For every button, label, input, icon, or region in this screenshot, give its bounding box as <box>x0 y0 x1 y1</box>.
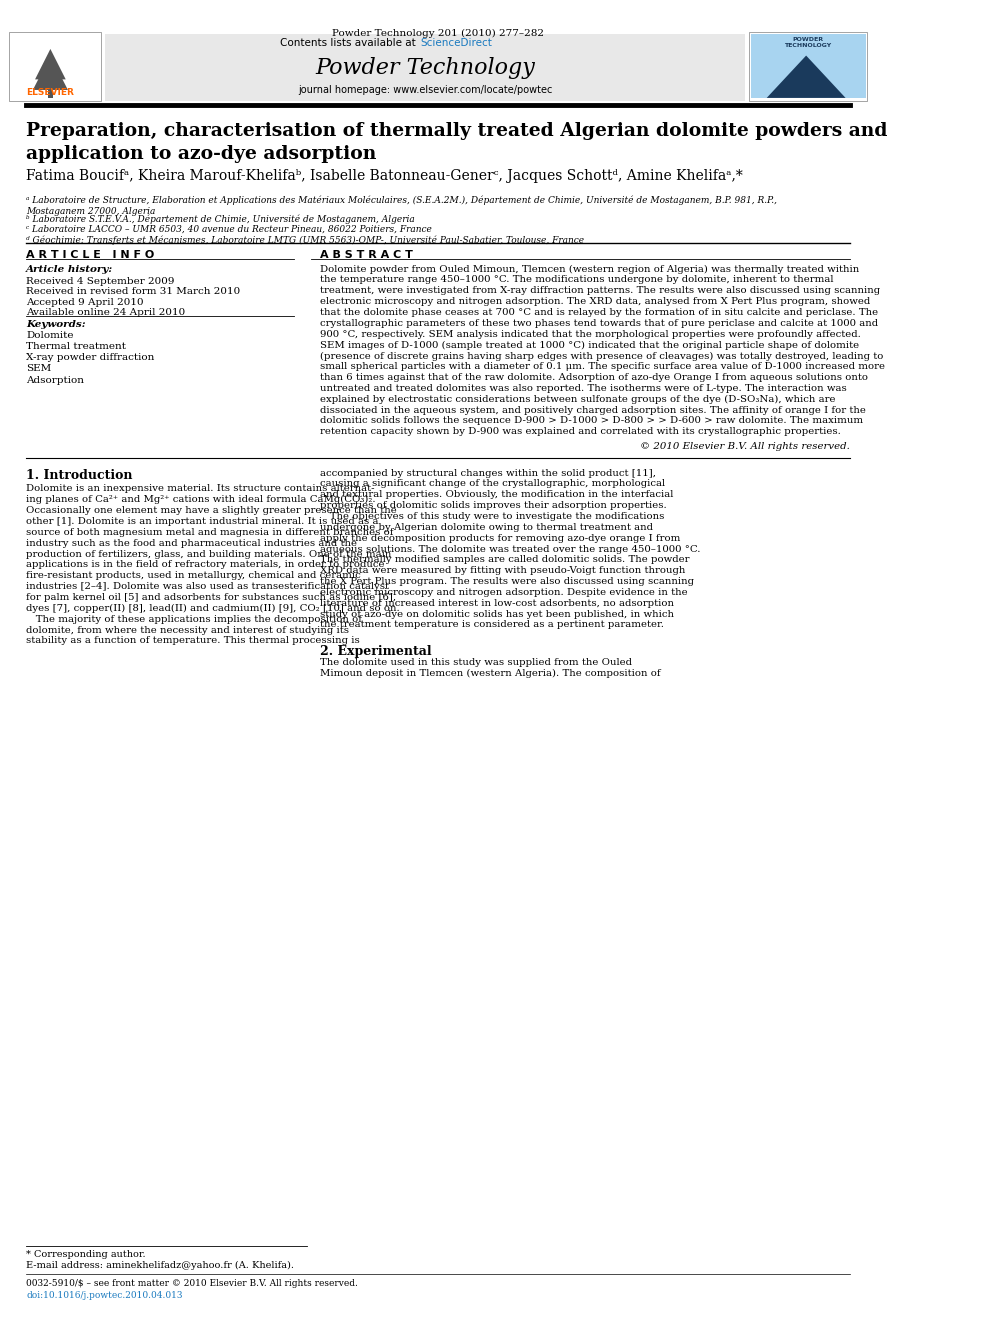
Text: explained by electrostatic considerations between sulfonate groups of the dye (D: explained by electrostatic consideration… <box>319 394 835 404</box>
Text: Dolomite is an inexpensive material. Its structure contains alternat-: Dolomite is an inexpensive material. Its… <box>26 484 375 493</box>
Text: The thermally modified samples are called dolomitic solids. The powder: The thermally modified samples are calle… <box>319 556 689 565</box>
Text: POWDER
TECHNOLOGY: POWDER TECHNOLOGY <box>785 37 831 48</box>
Text: and textural properties. Obviously, the modification in the interfacial: and textural properties. Obviously, the … <box>319 491 674 499</box>
FancyBboxPatch shape <box>751 34 866 98</box>
Text: A R T I C L E   I N F O: A R T I C L E I N F O <box>26 250 155 261</box>
Text: the treatment temperature is considered as a pertinent parameter.: the treatment temperature is considered … <box>319 620 664 630</box>
Text: properties of dolomitic solids improves their adsorption properties.: properties of dolomitic solids improves … <box>319 501 667 511</box>
Text: dolomitic solids follows the sequence D-900 > D-1000 > D-800 > > D-600 > raw dol: dolomitic solids follows the sequence D-… <box>319 417 863 426</box>
Text: SEM: SEM <box>26 364 52 373</box>
Text: 2. Experimental: 2. Experimental <box>319 644 432 658</box>
Text: for palm kernel oil [5] and adsorbents for substances such as iodine [6],: for palm kernel oil [5] and adsorbents f… <box>26 593 397 602</box>
Text: Received in revised form 31 March 2010: Received in revised form 31 March 2010 <box>26 287 240 296</box>
Text: dolomite, from where the necessity and interest of studying its: dolomite, from where the necessity and i… <box>26 626 349 635</box>
Text: study of azo-dye on dolomitic solids has yet been published, in which: study of azo-dye on dolomitic solids has… <box>319 610 674 619</box>
Text: SEM images of D-1000 (sample treated at 1000 °C) indicated that the original par: SEM images of D-1000 (sample treated at … <box>319 340 859 349</box>
Text: dissociated in the aqueous system, and positively charged adsorption sites. The : dissociated in the aqueous system, and p… <box>319 406 866 414</box>
Text: retention capacity shown by D-900 was explained and correlated with its crystall: retention capacity shown by D-900 was ex… <box>319 427 840 437</box>
Text: small spherical particles with a diameter of 0.1 μm. The specific surface area v: small spherical particles with a diamete… <box>319 363 885 372</box>
Text: © 2010 Elsevier B.V. All rights reserved.: © 2010 Elsevier B.V. All rights reserved… <box>640 442 850 451</box>
Text: E-mail address: aminekhelifadz@yahoo.fr (A. Khelifa).: E-mail address: aminekhelifadz@yahoo.fr … <box>26 1261 295 1270</box>
Text: the X Pert Plus program. The results were also discussed using scanning: the X Pert Plus program. The results wer… <box>319 577 693 586</box>
Text: treatment, were investigated from X-ray diffraction patterns. The results were a: treatment, were investigated from X-ray … <box>319 286 880 295</box>
Text: electronic microscopy and nitrogen adsorption. The XRD data, analysed from X Per: electronic microscopy and nitrogen adsor… <box>319 298 870 306</box>
Text: ELSEVIER: ELSEVIER <box>27 87 74 97</box>
Polygon shape <box>35 49 65 79</box>
Text: fire-resistant products, used in metallurgy, chemical and ceramic: fire-resistant products, used in metallu… <box>26 572 361 581</box>
Text: The objectives of this study were to investigate the modifications: The objectives of this study were to inv… <box>319 512 665 521</box>
Text: Preparation, characterisation of thermally treated Algerian dolomite powders and: Preparation, characterisation of thermal… <box>26 122 888 163</box>
Text: 0032-5910/$ – see front matter © 2010 Elsevier B.V. All rights reserved.: 0032-5910/$ – see front matter © 2010 El… <box>26 1279 358 1289</box>
Text: 900 °C, respectively. SEM analysis indicated that the morphological properties w: 900 °C, respectively. SEM analysis indic… <box>319 329 861 339</box>
Text: ScienceDirect: ScienceDirect <box>421 38 492 49</box>
Text: Thermal treatment: Thermal treatment <box>26 341 126 351</box>
Text: production of fertilizers, glass, and building materials. One of the main: production of fertilizers, glass, and bu… <box>26 549 392 558</box>
Text: Powder Technology 201 (2010) 277–282: Powder Technology 201 (2010) 277–282 <box>332 29 545 38</box>
Text: XRD data were measured by fitting with pseudo-Voigt function through: XRD data were measured by fitting with p… <box>319 566 685 576</box>
Text: untreated and treated dolomites was also reported. The isotherms were of L-type.: untreated and treated dolomites was also… <box>319 384 846 393</box>
Text: * Corresponding author.: * Corresponding author. <box>26 1250 146 1259</box>
Text: ᵇ Laboratoire S.T.E.V.A., Département de Chimie, Université de Mostaganem, Alger: ᵇ Laboratoire S.T.E.V.A., Département de… <box>26 214 415 224</box>
Text: The majority of these applications implies the decomposition of: The majority of these applications impli… <box>26 615 362 623</box>
Text: dyes [7], copper(II) [8], lead(II) and cadmium(II) [9], CO₂ [10] and so on.: dyes [7], copper(II) [8], lead(II) and c… <box>26 603 400 613</box>
Polygon shape <box>767 56 845 98</box>
Text: that the dolomite phase ceases at 700 °C and is relayed by the formation of in s: that the dolomite phase ceases at 700 °C… <box>319 308 878 318</box>
Text: journal homepage: www.elsevier.com/locate/powtec: journal homepage: www.elsevier.com/locat… <box>298 85 553 95</box>
Text: stability as a function of temperature. This thermal processing is: stability as a function of temperature. … <box>26 636 360 646</box>
Text: industry such as the food and pharmaceutical industries and the: industry such as the food and pharmaceut… <box>26 538 357 548</box>
FancyBboxPatch shape <box>9 32 101 101</box>
Text: Article history:: Article history: <box>26 265 113 274</box>
Text: undergone by Algerian dolomite owing to thermal treatment and: undergone by Algerian dolomite owing to … <box>319 523 653 532</box>
Text: accompanied by structural changes within the solid product [11],: accompanied by structural changes within… <box>319 468 656 478</box>
Text: crystallographic parameters of these two phases tend towards that of pure pericl: crystallographic parameters of these two… <box>319 319 878 328</box>
Text: ᶜ Laboratoire LACCO – UMR 6503, 40 avenue du Recteur Pineau, 86022 Poitiers, Fra: ᶜ Laboratoire LACCO – UMR 6503, 40 avenu… <box>26 225 433 234</box>
Text: electronic microscopy and nitrogen adsorption. Despite evidence in the: electronic microscopy and nitrogen adsor… <box>319 587 687 597</box>
Text: Keywords:: Keywords: <box>26 320 86 329</box>
Text: Dolomite powder from Ouled Mimoun, Tlemcen (western region of Algeria) was therm: Dolomite powder from Ouled Mimoun, Tlemc… <box>319 265 859 274</box>
Text: ᵈ Géochimie: Transferts et Mécanismes, Laboratoire LMTG (UMR 5563)-OMP-, Univers: ᵈ Géochimie: Transferts et Mécanismes, L… <box>26 235 584 245</box>
Text: source of both magnesium metal and magnesia in different branches of: source of both magnesium metal and magne… <box>26 528 394 537</box>
Text: A B S T R A C T: A B S T R A C T <box>319 250 413 261</box>
Text: Dolomite: Dolomite <box>26 331 73 340</box>
Text: literature of increased interest in low-cost adsorbents, no adsorption: literature of increased interest in low-… <box>319 599 674 607</box>
Text: Adsorption: Adsorption <box>26 376 84 385</box>
Text: apply the decomposition products for removing azo-dye orange I from: apply the decomposition products for rem… <box>319 533 681 542</box>
Text: than 6 times against that of the raw dolomite. Adsorption of azo-dye Orange I fr: than 6 times against that of the raw dol… <box>319 373 868 382</box>
Text: applications is in the field of refractory materials, in order to produce: applications is in the field of refracto… <box>26 561 385 569</box>
FancyBboxPatch shape <box>105 34 745 101</box>
Text: The dolomite used in this study was supplied from the Ouled: The dolomite used in this study was supp… <box>319 658 632 667</box>
Text: Fatima Boucifᵃ, Kheira Marouf-Khelifaᵇ, Isabelle Batonneau-Generᶜ, Jacques Schot: Fatima Boucifᵃ, Kheira Marouf-Khelifaᵇ, … <box>26 169 743 184</box>
Text: Powder Technology: Powder Technology <box>315 57 535 79</box>
Text: Mimoun deposit in Tlemcen (western Algeria). The composition of: Mimoun deposit in Tlemcen (western Alger… <box>319 668 661 677</box>
Text: industries [2–4]. Dolomite was also used as transesterification catalyst: industries [2–4]. Dolomite was also used… <box>26 582 389 591</box>
Text: Accepted 9 April 2010: Accepted 9 April 2010 <box>26 298 144 307</box>
Text: Contents lists available at: Contents lists available at <box>280 38 419 49</box>
Text: (presence of discrete grains having sharp edges with presence of cleavages) was : (presence of discrete grains having shar… <box>319 352 883 360</box>
Text: other [1]. Dolomite is an important industrial mineral. It is used as a: other [1]. Dolomite is an important indu… <box>26 517 379 527</box>
Text: ing planes of Ca²⁺ and Mg²⁺ cations with ideal formula CaMg(CO₃)₂.: ing planes of Ca²⁺ and Mg²⁺ cations with… <box>26 495 376 504</box>
Text: X-ray powder diffraction: X-ray powder diffraction <box>26 353 155 363</box>
Text: Received 4 September 2009: Received 4 September 2009 <box>26 277 175 286</box>
Text: ᵃ Laboratoire de Structure, Elaboration et Applications des Matériaux Moléculair: ᵃ Laboratoire de Structure, Elaboration … <box>26 196 778 217</box>
Text: aqueous solutions. The dolomite was treated over the range 450–1000 °C.: aqueous solutions. The dolomite was trea… <box>319 545 700 553</box>
FancyBboxPatch shape <box>749 32 867 101</box>
Text: the temperature range 450–1000 °C. The modifications undergone by dolomite, inhe: the temperature range 450–1000 °C. The m… <box>319 275 833 284</box>
Text: causing a significant change of the crystallographic, morphological: causing a significant change of the crys… <box>319 479 665 488</box>
Text: Available online 24 April 2010: Available online 24 April 2010 <box>26 308 186 318</box>
Text: doi:10.1016/j.powtec.2010.04.013: doi:10.1016/j.powtec.2010.04.013 <box>26 1291 183 1301</box>
Text: Occasionally one element may have a slightly greater presence than the: Occasionally one element may have a slig… <box>26 507 397 515</box>
Polygon shape <box>49 90 53 98</box>
Text: 1. Introduction: 1. Introduction <box>26 468 133 482</box>
Polygon shape <box>33 56 67 90</box>
